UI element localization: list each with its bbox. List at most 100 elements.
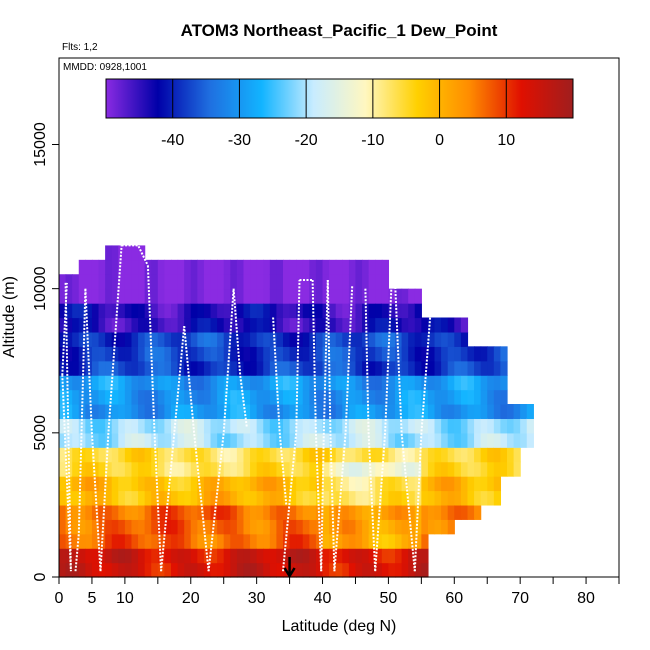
heatmap-cell bbox=[217, 288, 225, 304]
heatmap-cell bbox=[78, 317, 86, 333]
heatmap-cell bbox=[513, 432, 521, 448]
heatmap-cell bbox=[131, 331, 139, 347]
heatmap-cell bbox=[223, 533, 231, 549]
heatmap-cell bbox=[111, 461, 119, 477]
heatmap-cell bbox=[85, 461, 93, 477]
heatmap-cell bbox=[124, 375, 133, 391]
heatmap-cell bbox=[243, 259, 251, 275]
heatmap-cell bbox=[454, 404, 462, 420]
heatmap-cell bbox=[72, 274, 80, 290]
heatmap-cell bbox=[210, 259, 218, 275]
heatmap-cell bbox=[441, 331, 449, 347]
heatmap-cell bbox=[427, 331, 436, 347]
heatmap-cell bbox=[520, 418, 528, 434]
heatmap-cell bbox=[236, 519, 245, 535]
heatmap-cell bbox=[118, 259, 126, 275]
heatmap-cell bbox=[124, 418, 133, 434]
heatmap-cell bbox=[309, 432, 317, 448]
heatmap-cell bbox=[144, 317, 152, 333]
heatmap-cell bbox=[315, 432, 324, 448]
heatmap-cell bbox=[243, 548, 251, 564]
heatmap-cell bbox=[329, 404, 337, 420]
heatmap-cell bbox=[401, 533, 409, 549]
heatmap-cell bbox=[151, 404, 159, 420]
heatmap-cell bbox=[414, 548, 422, 564]
heatmap-cell bbox=[230, 447, 238, 463]
heatmap-cell bbox=[138, 447, 146, 463]
heatmap-cell bbox=[368, 389, 376, 405]
heatmap-cell bbox=[375, 418, 383, 434]
heatmap-cell bbox=[309, 447, 317, 463]
heatmap-cell bbox=[513, 461, 521, 477]
heatmap-cell bbox=[59, 331, 67, 347]
heatmap-cell bbox=[467, 418, 475, 434]
heatmap-cell bbox=[421, 389, 429, 405]
heatmap-cell bbox=[447, 490, 455, 506]
heatmap-cell bbox=[329, 447, 337, 463]
heatmap-cell bbox=[164, 375, 172, 391]
heatmap-cell bbox=[263, 447, 271, 463]
heatmap-cell bbox=[65, 288, 73, 304]
heatmap-cell bbox=[177, 432, 185, 448]
heatmap-cell bbox=[441, 418, 449, 434]
heatmap-cell bbox=[414, 389, 422, 405]
heatmap-cell bbox=[322, 461, 330, 477]
heatmap-cell bbox=[59, 562, 67, 578]
heatmap-cell bbox=[144, 476, 152, 492]
heatmap-cell bbox=[98, 519, 106, 535]
heatmap-cell bbox=[124, 274, 133, 290]
heatmap-cell bbox=[276, 562, 284, 578]
heatmap-cell bbox=[408, 346, 416, 362]
heatmap-cell bbox=[421, 504, 429, 520]
heatmap-cell bbox=[250, 504, 258, 520]
heatmap-cell bbox=[362, 259, 370, 275]
flight-profiles bbox=[61, 244, 433, 572]
heatmap-cell bbox=[507, 432, 515, 448]
heatmap-cell bbox=[408, 519, 416, 535]
heatmap-cell bbox=[322, 548, 330, 564]
heatmap-cell bbox=[217, 418, 225, 434]
heatmap-cell bbox=[342, 331, 350, 347]
heatmap-cell bbox=[91, 432, 100, 448]
heatmap-cell bbox=[85, 331, 93, 347]
heatmap-cell bbox=[151, 259, 159, 275]
heatmap-cell bbox=[348, 346, 357, 362]
heatmap-cell bbox=[236, 404, 245, 420]
heatmap-cell bbox=[395, 562, 403, 578]
heatmap-cell bbox=[151, 432, 159, 448]
heatmap-cell bbox=[368, 331, 376, 347]
x-axis: 0 5 10 20 30 40 50 60 70 80 bbox=[55, 577, 620, 607]
heatmap-cell bbox=[480, 360, 488, 376]
heatmap-cell bbox=[335, 259, 343, 275]
heatmap-cell bbox=[434, 476, 442, 492]
heatmap-cell bbox=[177, 288, 185, 304]
heatmap-cell bbox=[493, 346, 502, 362]
heatmap-cell bbox=[447, 360, 455, 376]
heatmap-cell bbox=[362, 476, 370, 492]
heatmap-cell bbox=[236, 504, 245, 520]
heatmap-cell bbox=[85, 432, 93, 448]
heatmap-cell bbox=[296, 274, 304, 290]
heatmap-cell bbox=[59, 447, 67, 463]
heatmap-cell bbox=[289, 375, 297, 391]
heatmap-cell bbox=[289, 432, 297, 448]
heatmap-cell bbox=[85, 288, 93, 304]
heatmap-cell bbox=[144, 288, 152, 304]
heatmap-cell bbox=[230, 303, 238, 319]
heatmap-cell bbox=[236, 476, 245, 492]
heatmap-cell bbox=[355, 490, 363, 506]
heatmap-cell bbox=[283, 288, 291, 304]
heatmap-cell bbox=[309, 346, 317, 362]
heatmap-cell bbox=[289, 476, 297, 492]
heatmap-cell bbox=[388, 375, 396, 391]
heatmap-cell bbox=[269, 259, 278, 275]
heatmap-cell bbox=[223, 447, 231, 463]
heatmap-cell bbox=[243, 331, 251, 347]
heatmap-cell bbox=[421, 432, 429, 448]
heatmap-cell bbox=[381, 476, 390, 492]
heatmap-cell bbox=[171, 432, 179, 448]
heatmap-cell bbox=[480, 404, 488, 420]
heatmap-cell bbox=[368, 533, 376, 549]
heatmap-cell bbox=[118, 404, 126, 420]
heatmap-cell bbox=[309, 404, 317, 420]
